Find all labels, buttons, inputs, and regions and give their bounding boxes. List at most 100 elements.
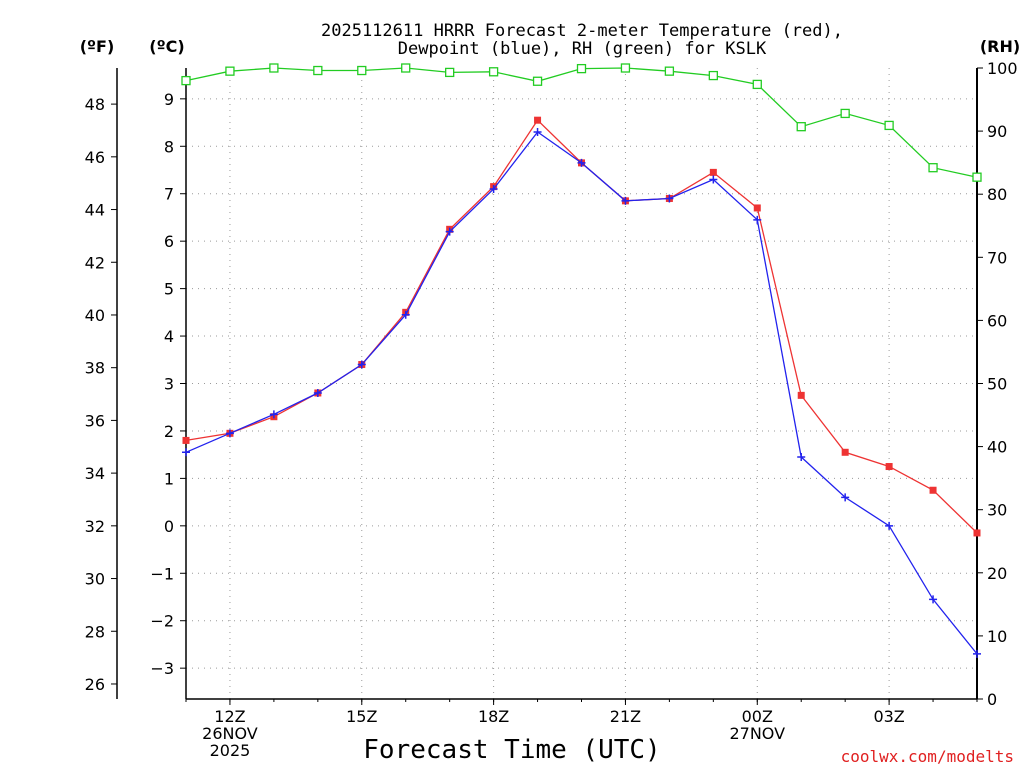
celsius-tick-label: 8 — [164, 137, 174, 156]
dewpoint-data-point — [885, 521, 894, 530]
series-layer — [181, 63, 982, 658]
rh-data-point — [576, 63, 587, 74]
x-tick-label: 21Z — [610, 707, 641, 726]
x-tick-label: 18Z — [478, 707, 509, 726]
x-tick-label: 2025 — [210, 741, 251, 760]
axes: −3−2−10123456789262830323436384042444648… — [85, 59, 1018, 760]
celsius-tick-label: −2 — [150, 612, 174, 631]
rh-data-point — [532, 76, 543, 86]
dewpoint-data-point — [401, 310, 410, 319]
dewpoint-data-point — [269, 410, 278, 419]
rh-data-point — [313, 65, 323, 76]
rh-data-point — [664, 66, 675, 76]
rh-tick-label: 90 — [987, 122, 1007, 141]
fahrenheit-tick-label: 32 — [85, 517, 105, 536]
temperature-data-point — [709, 168, 717, 176]
celsius-tick-label: 2 — [164, 422, 174, 441]
rh-tick-label: 60 — [987, 311, 1007, 330]
dewpoint-data-point — [225, 429, 234, 438]
fahrenheit-tick-label: 36 — [85, 411, 105, 430]
rh-data-point — [972, 172, 982, 182]
dewpoint-data-point — [973, 649, 981, 658]
celsius-tick-label: 4 — [164, 327, 174, 346]
rh-data-point — [401, 63, 411, 73]
dewpoint-data-point — [665, 194, 674, 203]
dewpoint-data-point — [445, 227, 454, 236]
fahrenheit-tick-label: 28 — [85, 622, 105, 641]
rh-unit-label: (RH) — [980, 37, 1020, 56]
fahrenheit-tick-label: 42 — [85, 253, 105, 272]
dewpoint-data-point — [841, 493, 850, 502]
celsius-tick-label: −3 — [150, 659, 174, 678]
celsius-unit-label: (ºC) — [149, 37, 184, 56]
rh-tick-label: 80 — [987, 185, 1007, 204]
fahrenheit-tick-label: 34 — [85, 464, 105, 483]
temperature-data-point — [797, 391, 805, 399]
rh-data-point — [269, 63, 279, 73]
fahrenheit-tick-label: 46 — [85, 148, 105, 167]
dewpoint-data-point — [577, 158, 586, 167]
rh-data-point — [708, 70, 718, 81]
chart-title: 2025112611 HRRR Forecast 2-meter Tempera… — [321, 21, 843, 41]
credit-label: coolwx.com/modelts — [841, 747, 1014, 766]
fahrenheit-tick-label: 44 — [85, 201, 105, 220]
rh-tick-label: 40 — [987, 438, 1007, 457]
rh-data-point — [928, 163, 938, 173]
temperature-data-point — [182, 436, 190, 444]
x-tick-label: 15Z — [346, 707, 377, 726]
dewpoint-series-line — [185, 131, 978, 655]
celsius-tick-label: 9 — [164, 90, 174, 109]
celsius-tick-label: 1 — [164, 469, 174, 488]
temperature-data-point — [973, 529, 981, 537]
celsius-tick-label: 5 — [164, 280, 174, 299]
x-tick-label: 03Z — [873, 707, 904, 726]
celsius-tick-label: 0 — [164, 517, 174, 536]
rh-data-point — [884, 120, 894, 131]
rh-tick-label: 0 — [987, 690, 997, 709]
rh-data-point — [796, 122, 806, 132]
rh-tick-label: 30 — [987, 501, 1007, 520]
dewpoint-data-point — [753, 215, 762, 224]
rh-tick-label: 100 — [987, 59, 1018, 78]
celsius-tick-label: 6 — [164, 232, 174, 251]
rh-data-point — [752, 79, 762, 90]
dewpoint-data-point — [709, 175, 718, 184]
rh-tick-label: 10 — [987, 627, 1007, 646]
temperature-series-line — [185, 119, 978, 534]
x-tick-label: 12Z — [214, 707, 245, 726]
celsius-tick-label: −1 — [150, 564, 174, 583]
chart-subtitle: Dewpoint (blue), RH (green) for KSLK — [398, 39, 767, 59]
dewpoint-data-point — [797, 453, 806, 462]
dewpoint-data-point — [533, 128, 542, 137]
dewpoint-data-point — [929, 595, 938, 604]
celsius-tick-label: 3 — [164, 375, 174, 394]
fahrenheit-tick-label: 30 — [85, 570, 105, 589]
rh-data-point — [840, 108, 850, 119]
temperature-data-point — [929, 486, 937, 494]
rh-tick-label: 50 — [987, 375, 1007, 394]
temperature-data-point — [885, 463, 893, 471]
rh-data-point — [225, 66, 235, 76]
rh-tick-label: 20 — [987, 564, 1007, 583]
dewpoint-data-point — [357, 360, 366, 369]
dewpoint-data-point — [313, 388, 322, 397]
x-tick-label: 27NOV — [729, 724, 785, 743]
rh-data-point — [620, 63, 631, 73]
dewpoint-data-point — [621, 196, 630, 205]
fahrenheit-tick-label: 48 — [85, 95, 105, 114]
rh-data-point — [181, 75, 191, 86]
celsius-tick-label: 7 — [164, 185, 174, 204]
rh-data-point — [488, 67, 499, 77]
temperature-data-point — [534, 116, 542, 124]
x-tick-label: 26NOV — [202, 724, 258, 743]
temperature-data-point — [841, 448, 849, 456]
fahrenheit-tick-label: 38 — [85, 359, 105, 378]
fahrenheit-tick-label: 40 — [85, 306, 105, 325]
dewpoint-data-point — [489, 184, 498, 193]
fahrenheit-unit-label: (ºF) — [80, 37, 115, 56]
rh-tick-label: 70 — [987, 248, 1007, 267]
fahrenheit-tick-label: 26 — [85, 675, 105, 694]
rh-data-point — [445, 67, 455, 78]
x-axis-title: Forecast Time (UTC) — [363, 735, 660, 765]
